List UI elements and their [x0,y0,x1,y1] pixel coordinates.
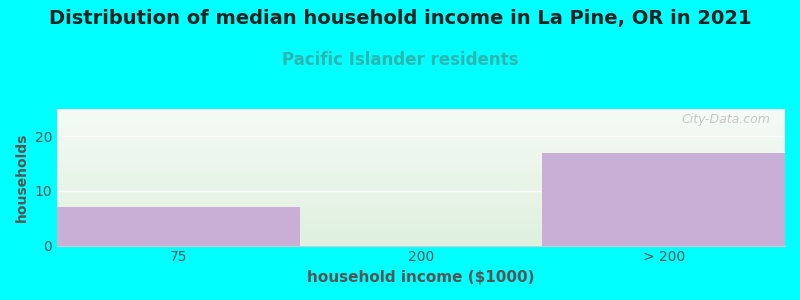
Text: Pacific Islander residents: Pacific Islander residents [282,51,518,69]
X-axis label: household income ($1000): household income ($1000) [307,270,534,285]
Text: Distribution of median household income in La Pine, OR in 2021: Distribution of median household income … [49,9,751,28]
Y-axis label: households: households [15,133,29,222]
Text: City-Data.com: City-Data.com [682,113,770,126]
Bar [542,153,785,246]
Bar [57,207,300,246]
